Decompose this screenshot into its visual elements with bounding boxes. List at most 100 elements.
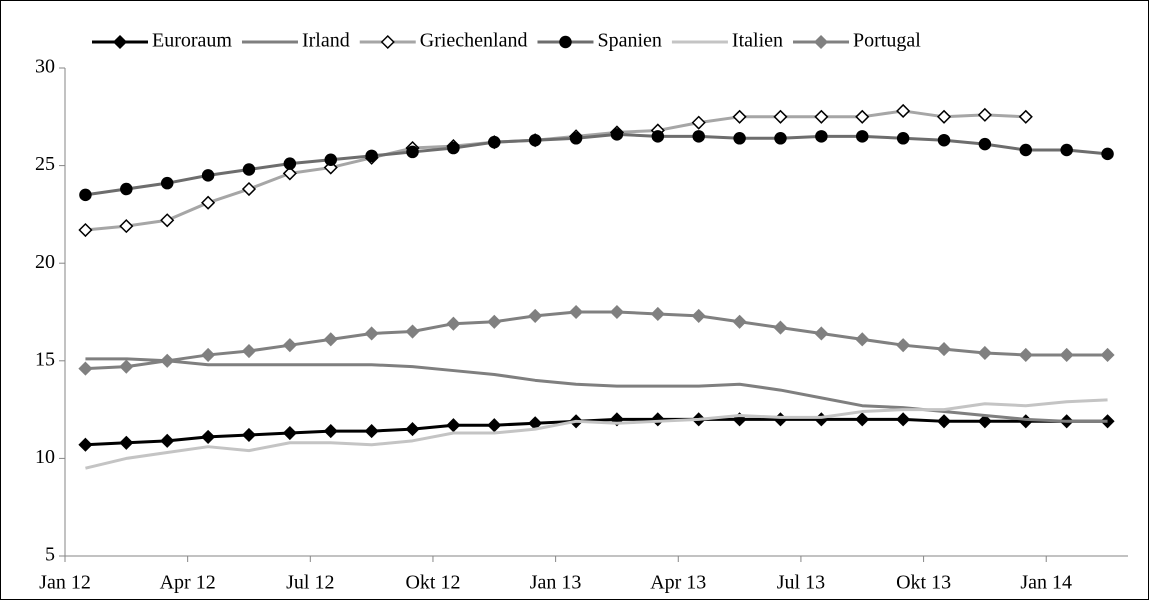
data-point bbox=[733, 132, 746, 145]
data-point bbox=[568, 304, 584, 320]
legend-label: Griechenland bbox=[420, 30, 528, 52]
data-point bbox=[1059, 347, 1074, 363]
data-point bbox=[487, 418, 502, 433]
data-point bbox=[977, 414, 992, 429]
data-point bbox=[119, 359, 134, 374]
data-point bbox=[815, 130, 828, 143]
x-tick-label: Apr 12 bbox=[160, 572, 216, 594]
data-point bbox=[1100, 414, 1115, 429]
x-tick-label: Jul 13 bbox=[777, 572, 825, 594]
data-point bbox=[936, 342, 952, 357]
data-point bbox=[1060, 143, 1073, 157]
data-point bbox=[610, 128, 624, 141]
data-point bbox=[487, 314, 502, 329]
data-point bbox=[160, 176, 174, 190]
data-point bbox=[282, 425, 297, 441]
data-point bbox=[528, 308, 543, 323]
data-point bbox=[569, 132, 583, 145]
x-tick-label: Jul 12 bbox=[286, 572, 334, 594]
data-point bbox=[201, 195, 216, 210]
data-point bbox=[609, 304, 625, 320]
data-point bbox=[1101, 147, 1114, 161]
x-tick-label: Jan 14 bbox=[1020, 572, 1072, 594]
data-point bbox=[405, 324, 420, 339]
data-point bbox=[78, 361, 93, 376]
data-point bbox=[774, 132, 787, 145]
data-point bbox=[855, 412, 870, 427]
data-point bbox=[241, 181, 257, 197]
legend-label: Italien bbox=[732, 30, 783, 52]
data-point bbox=[528, 133, 542, 147]
x-tick-label: Okt 13 bbox=[896, 572, 951, 594]
legend-marker bbox=[813, 34, 829, 50]
data-point bbox=[201, 347, 216, 363]
data-point bbox=[978, 137, 992, 151]
series-line bbox=[85, 417, 1108, 447]
legend-marker bbox=[112, 34, 128, 50]
data-point bbox=[855, 109, 870, 124]
data-point bbox=[1100, 347, 1115, 363]
x-tick-label: Jan 12 bbox=[39, 572, 91, 594]
x-tick-label: Jan 13 bbox=[530, 572, 582, 594]
legend-label: Portugal bbox=[853, 30, 921, 52]
data-point bbox=[79, 188, 92, 202]
y-tick-label: 30 bbox=[35, 56, 55, 78]
series-line bbox=[85, 310, 1108, 371]
data-point bbox=[78, 222, 93, 238]
data-point bbox=[773, 320, 788, 335]
data-point bbox=[896, 412, 911, 427]
data-point bbox=[364, 424, 379, 439]
data-point bbox=[201, 169, 215, 182]
data-point bbox=[446, 316, 461, 331]
data-point bbox=[242, 163, 256, 176]
data-point bbox=[896, 338, 911, 353]
data-point bbox=[405, 422, 420, 437]
data-point bbox=[896, 132, 910, 145]
data-point bbox=[855, 332, 870, 347]
data-point bbox=[896, 103, 911, 119]
data-point bbox=[691, 308, 706, 323]
data-point bbox=[691, 115, 706, 130]
data-point bbox=[160, 433, 175, 448]
data-point bbox=[936, 414, 952, 429]
data-point bbox=[1018, 347, 1033, 363]
data-point bbox=[1018, 109, 1033, 124]
data-point bbox=[282, 338, 297, 353]
data-point bbox=[732, 109, 747, 124]
data-point bbox=[977, 345, 992, 361]
data-point bbox=[282, 166, 297, 181]
data-point bbox=[160, 213, 175, 228]
y-tick-label: 5 bbox=[45, 544, 55, 566]
data-point bbox=[283, 157, 297, 170]
x-tick-label: Okt 12 bbox=[405, 572, 460, 594]
data-point bbox=[119, 435, 134, 450]
y-tick-label: 25 bbox=[35, 153, 55, 175]
data-point bbox=[323, 332, 338, 347]
data-point bbox=[323, 424, 338, 439]
data-point bbox=[406, 145, 419, 159]
data-point bbox=[692, 130, 705, 143]
data-point bbox=[201, 429, 216, 444]
data-point bbox=[488, 135, 501, 149]
legend-marker bbox=[380, 34, 395, 50]
data-point bbox=[651, 130, 665, 143]
data-point bbox=[324, 153, 337, 166]
data-point bbox=[364, 326, 379, 341]
data-point bbox=[773, 109, 788, 124]
data-point bbox=[732, 314, 747, 329]
data-point bbox=[120, 182, 133, 196]
legend-label: Euroraum bbox=[152, 30, 232, 52]
data-point bbox=[365, 149, 378, 163]
data-point bbox=[119, 219, 134, 234]
data-point bbox=[814, 109, 829, 124]
data-point bbox=[1019, 143, 1033, 157]
data-point bbox=[650, 306, 665, 322]
data-point bbox=[160, 353, 175, 368]
series-line bbox=[85, 132, 1108, 197]
data-point bbox=[856, 130, 869, 143]
data-point bbox=[977, 107, 992, 122]
y-tick-label: 20 bbox=[35, 251, 55, 273]
y-tick-label: 10 bbox=[35, 446, 55, 468]
